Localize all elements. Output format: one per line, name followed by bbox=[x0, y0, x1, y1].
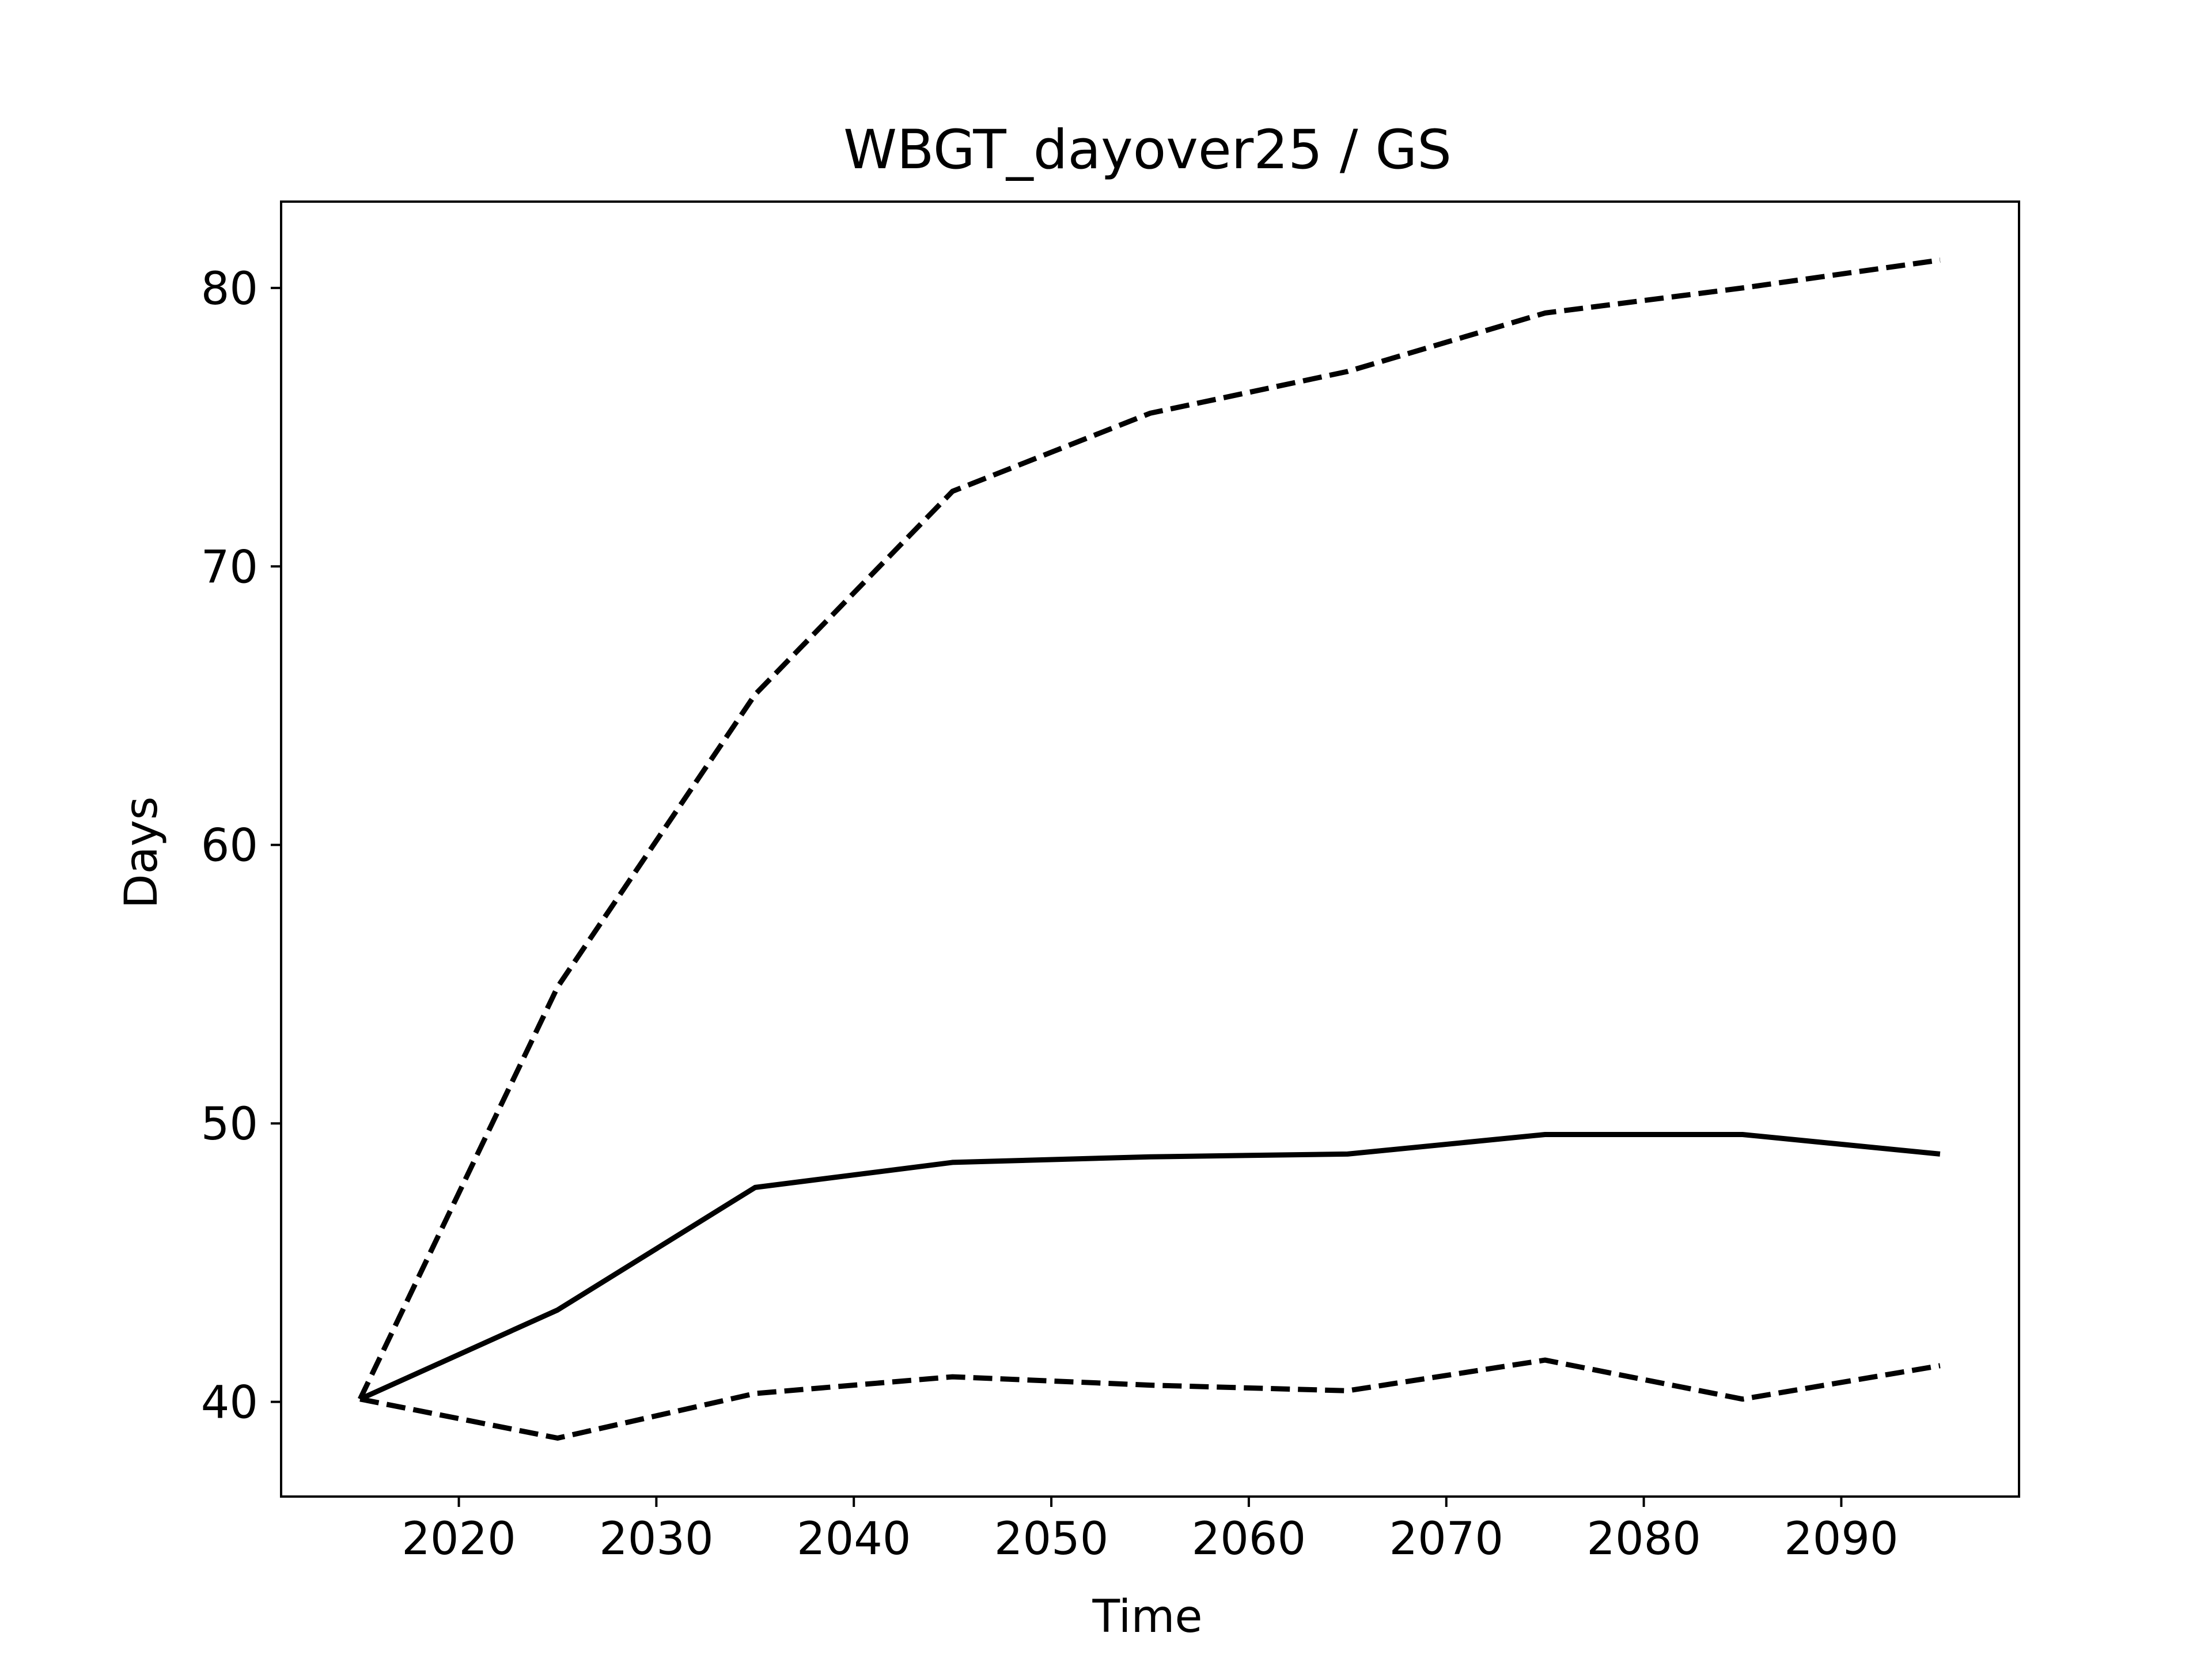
x-tick-label: 2060 bbox=[1192, 1513, 1306, 1565]
y-tick-label: 70 bbox=[201, 541, 258, 593]
series-line-1-dashed bbox=[358, 257, 1941, 1400]
x-tick-label: 2020 bbox=[402, 1513, 516, 1565]
y-tick-label: 50 bbox=[201, 1099, 258, 1150]
y-axis: 40 50 60 70 80 bbox=[201, 263, 281, 1429]
y-tick-label: 40 bbox=[201, 1377, 258, 1429]
y-axis-label: Days bbox=[116, 797, 168, 909]
x-tick-label: 2040 bbox=[797, 1513, 911, 1565]
x-axis: 2020 2030 2040 2050 2060 2070 2080 2090 bbox=[402, 1497, 1899, 1565]
x-tick-label: 2080 bbox=[1586, 1513, 1701, 1565]
x-tick-label: 2030 bbox=[599, 1513, 714, 1565]
plot-frame bbox=[280, 200, 2020, 1498]
plot-area bbox=[280, 200, 2020, 1498]
y-tick-label: 80 bbox=[201, 263, 258, 315]
x-tick-label: 2070 bbox=[1389, 1513, 1504, 1565]
series-line-3-dashed bbox=[359, 1357, 1941, 1441]
x-tick-label: 2090 bbox=[1784, 1513, 1899, 1565]
y-tick-label: 60 bbox=[201, 820, 258, 872]
x-tick-label: 2050 bbox=[994, 1513, 1109, 1565]
chart-title: WBGT_dayover25 / GS bbox=[843, 119, 1452, 181]
x-axis-label: Time bbox=[1092, 1591, 1203, 1643]
series-line-2-solid bbox=[359, 1132, 1941, 1402]
